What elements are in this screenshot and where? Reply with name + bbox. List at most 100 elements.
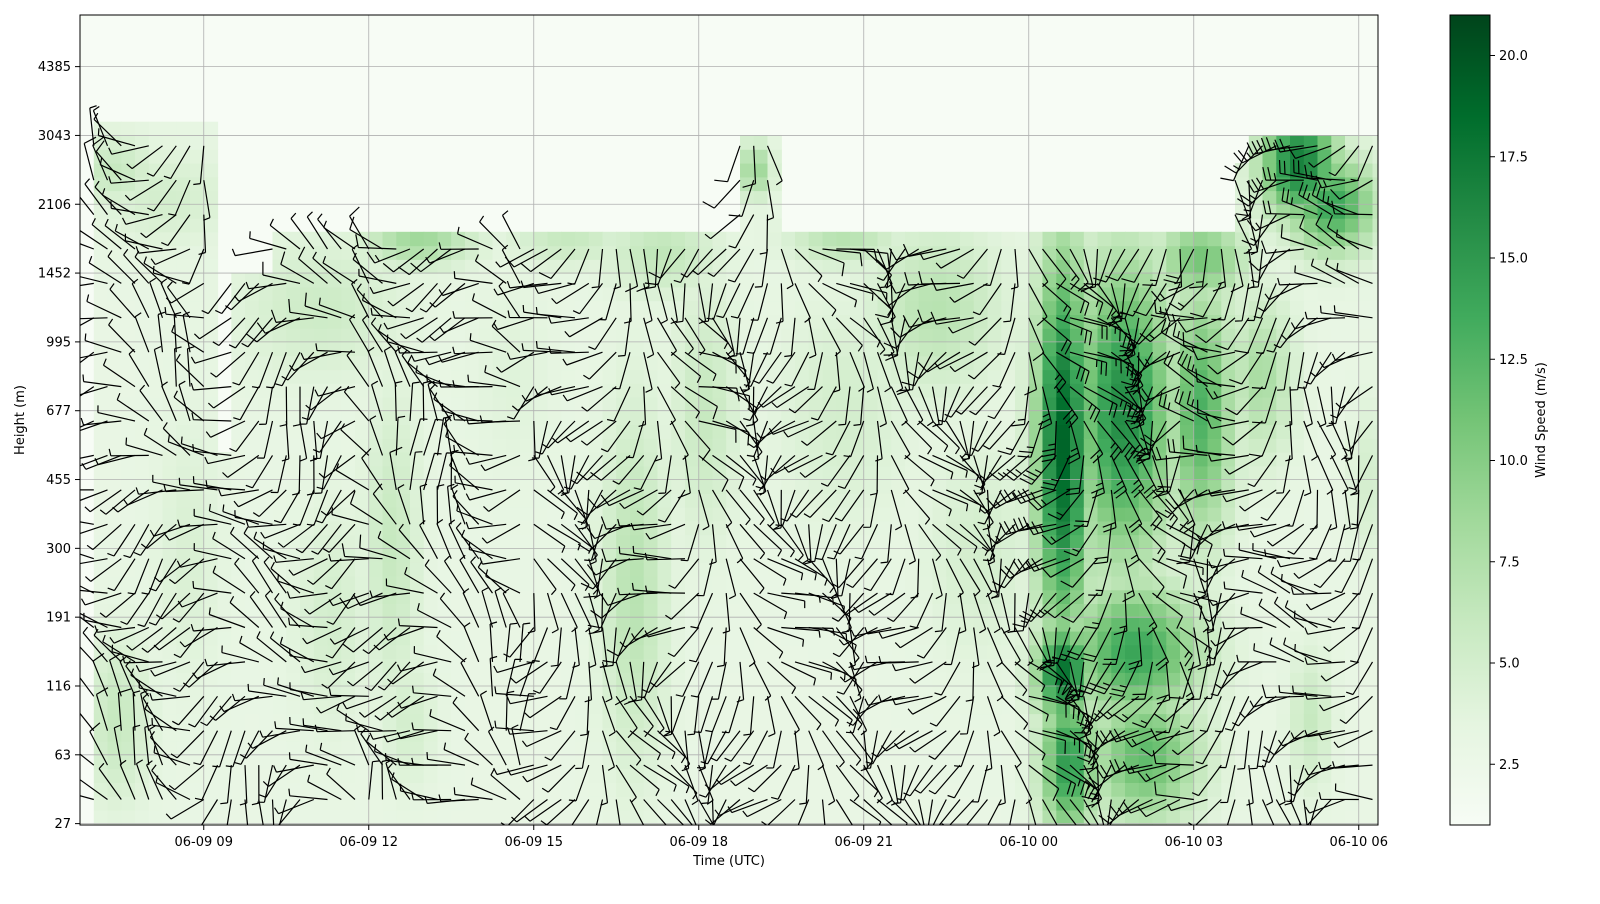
heatmap-cell <box>383 659 397 673</box>
heatmap-cell <box>1373 548 1387 562</box>
heatmap-cell <box>699 452 713 466</box>
heatmap-cell <box>1139 672 1153 686</box>
heatmap-cell <box>493 466 507 480</box>
heatmap-cell <box>520 438 534 452</box>
heatmap-cell <box>946 287 960 301</box>
heatmap-cell <box>878 493 892 507</box>
heatmap-cell <box>589 755 603 769</box>
heatmap-cell <box>383 273 397 287</box>
heatmap-cell <box>644 810 658 824</box>
heatmap-cell <box>1373 727 1387 741</box>
heatmap-cell <box>108 521 122 535</box>
heatmap-cell <box>1331 562 1345 576</box>
heatmap-cell <box>1345 369 1359 383</box>
heatmap-cell <box>795 521 809 535</box>
heatmap-cell <box>960 714 974 728</box>
heatmap-cell <box>754 755 768 769</box>
heatmap-cell <box>438 782 452 796</box>
heatmap-cell <box>300 741 314 755</box>
heatmap-cell <box>809 246 823 260</box>
heatmap-cell <box>1373 342 1387 356</box>
heatmap-cell <box>204 314 218 328</box>
heatmap-cell <box>836 356 850 370</box>
heatmap-cell <box>1111 741 1125 755</box>
heatmap-cell <box>383 603 397 617</box>
heatmap-cell <box>465 425 479 439</box>
heatmap-cell <box>341 369 355 383</box>
heatmap-cell <box>933 480 947 494</box>
heatmap-cell <box>369 810 383 824</box>
heatmap-cell <box>1001 246 1015 260</box>
heatmap-cell <box>286 755 300 769</box>
heatmap-cell <box>1084 672 1098 686</box>
heatmap-cell <box>1098 259 1112 273</box>
heatmap-cell <box>1304 259 1318 273</box>
heatmap-cell <box>1318 755 1332 769</box>
heatmap-cell <box>740 535 754 549</box>
heatmap-cell <box>506 714 520 728</box>
heatmap-cell <box>355 576 369 590</box>
heatmap-cell <box>988 369 1002 383</box>
heatmap-cell <box>616 246 630 260</box>
heatmap-cell <box>561 369 575 383</box>
heatmap-cell <box>204 493 218 507</box>
heatmap-cell <box>864 535 878 549</box>
heatmap-cell <box>506 452 520 466</box>
heatmap-cell <box>231 617 245 631</box>
heatmap-cell <box>603 397 617 411</box>
heatmap-cell <box>891 727 905 741</box>
heatmap-cell <box>451 246 465 260</box>
heatmap-cell <box>726 686 740 700</box>
heatmap-cell <box>603 259 617 273</box>
heatmap-cell <box>424 672 438 686</box>
heatmap-cell <box>795 755 809 769</box>
heatmap-cell <box>383 810 397 824</box>
heatmap-cell <box>1180 755 1194 769</box>
heatmap-cell <box>713 562 727 576</box>
heatmap-cell <box>438 686 452 700</box>
heatmap-cell <box>424 493 438 507</box>
heatmap-cell <box>1153 535 1167 549</box>
heatmap-cell <box>699 246 713 260</box>
heatmap-cell <box>1276 507 1290 521</box>
heatmap-cell <box>726 645 740 659</box>
heatmap-cell <box>231 741 245 755</box>
heatmap-cell <box>355 617 369 631</box>
heatmap-cell <box>768 177 782 191</box>
heatmap-cell <box>685 590 699 604</box>
heatmap-cell <box>603 535 617 549</box>
heatmap-cell <box>493 810 507 824</box>
heatmap-cell <box>286 425 300 439</box>
heatmap-cell <box>190 727 204 741</box>
heatmap-cell <box>795 727 809 741</box>
heatmap-cell <box>561 769 575 783</box>
heatmap-cell <box>190 273 204 287</box>
heatmap-cell <box>850 507 864 521</box>
heatmap-cell <box>314 700 328 714</box>
heatmap-cell <box>465 438 479 452</box>
heatmap-cell <box>1276 672 1290 686</box>
heatmap-cell <box>190 218 204 232</box>
heatmap-cell <box>548 714 562 728</box>
heatmap-cell <box>176 425 190 439</box>
heatmap-cell <box>933 232 947 246</box>
heatmap-cell <box>575 232 589 246</box>
heatmap-cell <box>355 562 369 576</box>
heatmap-cell <box>905 741 919 755</box>
heatmap-cell <box>1235 796 1249 810</box>
heatmap-cell <box>685 425 699 439</box>
heatmap-cell <box>534 356 548 370</box>
heatmap-cell <box>1263 672 1277 686</box>
heatmap-cell <box>286 466 300 480</box>
heatmap-cell <box>1276 727 1290 741</box>
heatmap-cell <box>1001 425 1015 439</box>
heatmap-cell <box>1015 342 1029 356</box>
heatmap-cell <box>369 782 383 796</box>
heatmap-cell <box>905 232 919 246</box>
heatmap-cell <box>589 425 603 439</box>
heatmap-cell <box>946 617 960 631</box>
heatmap-cell <box>891 548 905 562</box>
heatmap-cell <box>795 810 809 824</box>
heatmap-cell <box>589 232 603 246</box>
heatmap-cell <box>589 383 603 397</box>
